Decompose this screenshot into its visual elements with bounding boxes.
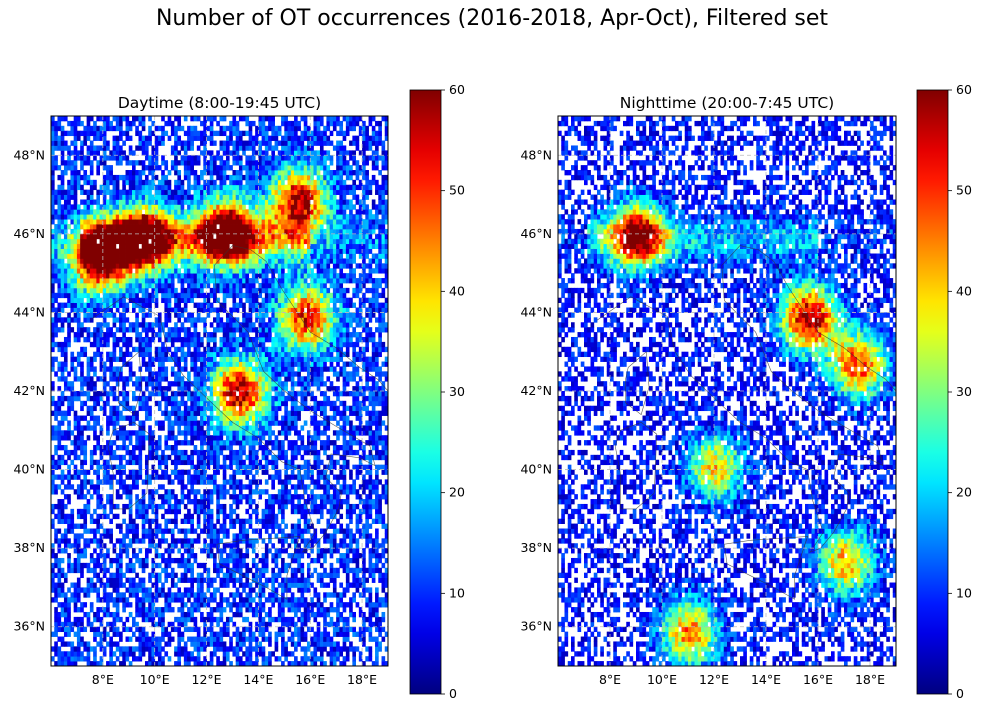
gridlines — [558, 116, 896, 666]
x-tick-label: 18°E — [347, 672, 377, 687]
coastline — [596, 245, 896, 600]
y-tick-label: 40°N — [520, 462, 552, 477]
colorbar-tick-label: 40 — [956, 283, 972, 298]
colorbar-tick-label: 10 — [956, 585, 972, 600]
coastline-segment — [724, 536, 809, 600]
colorbar-tick-label: 0 — [956, 686, 964, 701]
x-tick-label: 8°E — [92, 672, 114, 687]
y-tick-label: 46°N — [520, 226, 552, 241]
heatmap-field — [51, 116, 388, 666]
coastline-segment — [596, 245, 896, 553]
panel-title: Daytime (8:00-19:45 UTC) — [118, 94, 321, 112]
x-tick-label: 12°E — [699, 672, 729, 687]
axes-frame — [50, 115, 389, 667]
coastline-segment — [625, 351, 650, 416]
colorbar-tick-label: 50 — [449, 183, 465, 198]
nighttime-panel: Nighttime (20:00-7:45 UTC) 8°E 10°E 12°E 14°… — [520, 82, 971, 701]
x-tick-label: 16°E — [295, 672, 325, 687]
y-tick-label: 46°N — [13, 226, 45, 241]
coastline-segment — [107, 422, 150, 510]
y-tick-label: 44°N — [520, 304, 552, 319]
gridlines — [51, 116, 388, 666]
x-tick-label: 18°E — [855, 672, 885, 687]
y-tick-label: 38°N — [520, 540, 552, 555]
colorbar-tick-label: 10 — [449, 585, 465, 600]
colorbar-tick-label: 0 — [449, 686, 457, 701]
x-tick-label: 14°E — [243, 672, 273, 687]
colorbar-tick-label: 30 — [956, 384, 972, 399]
x-tick-label: 10°E — [140, 672, 170, 687]
coastline — [89, 245, 388, 600]
heatmap-field — [558, 116, 896, 666]
y-tick-label: 42°N — [520, 383, 552, 398]
y-tick-label: 36°N — [520, 619, 552, 634]
figure-title: Number of OT occurrences (2016-2018, Apr… — [155, 6, 829, 31]
colorbar-tick-label: 30 — [449, 384, 465, 399]
colorbar-tick-label: 40 — [449, 283, 465, 298]
colorbar-tick-label: 20 — [956, 485, 972, 500]
x-tick-label: 10°E — [647, 672, 677, 687]
y-tick-label: 36°N — [13, 619, 45, 634]
y-tick-label: 38°N — [13, 540, 45, 555]
x-tick-label: 8°E — [599, 672, 621, 687]
coastline-segment — [118, 351, 143, 416]
colorbar-tick-label: 20 — [449, 485, 465, 500]
y-tick-label: 40°N — [13, 462, 45, 477]
colorbar-tick-label: 60 — [956, 82, 972, 97]
y-tick-label: 48°N — [520, 147, 552, 162]
x-tick-label: 12°E — [192, 672, 222, 687]
colorbar — [409, 89, 442, 695]
coastline-segment — [614, 422, 658, 510]
y-tick-label: 42°N — [13, 383, 45, 398]
axes-frame — [557, 115, 897, 667]
coastline-segment — [216, 536, 301, 600]
daytime-panel: Daytime (8:00-19:45 UTC) 8°E 10°E 12°E 14°E 1… — [13, 82, 464, 701]
y-tick-label: 48°N — [13, 147, 45, 162]
colorbar-tick-label: 60 — [449, 82, 465, 97]
x-tick-label: 14°E — [751, 672, 781, 687]
colorbar — [916, 89, 949, 695]
x-tick-label: 16°E — [803, 672, 833, 687]
y-tick-label: 44°N — [13, 304, 45, 319]
colorbar-tick-label: 50 — [956, 183, 972, 198]
panel-title: Nighttime (20:00-7:45 UTC) — [620, 94, 834, 112]
coastline-segment — [89, 245, 388, 553]
